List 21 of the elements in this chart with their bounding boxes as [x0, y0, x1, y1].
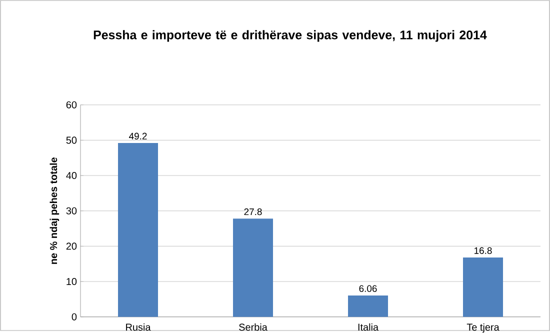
y-tick-label: 20	[66, 242, 77, 250]
x-tick-label: Rusia	[126, 323, 151, 331]
y-tick-label: 40	[66, 172, 77, 180]
y-axis-title: ne % ndaj pehes totale	[50, 158, 60, 264]
data-label: 27.8	[244, 208, 262, 216]
y-tick-label: 0	[72, 313, 77, 320]
x-tick-label: Italia	[358, 323, 379, 331]
chart-title: Pessha e importeve të e drithërave sipas vendeve, 11 mujori 2014	[94, 30, 487, 42]
bar	[118, 143, 158, 317]
data-label: 6.06	[359, 285, 377, 292]
y-tick-label: 30	[66, 207, 77, 214]
bar	[463, 258, 504, 317]
data-label: 49.2	[129, 132, 147, 140]
x-tick-label: Te tjera	[466, 323, 500, 333]
data-label: 16.8	[474, 247, 492, 254]
y-tick-label: 60	[66, 101, 77, 108]
bar	[233, 218, 274, 317]
x-tick-label: Serbia	[239, 323, 268, 331]
bar	[348, 295, 388, 317]
y-tick-label: 50	[66, 136, 77, 144]
y-tick-label: 10	[66, 278, 77, 286]
